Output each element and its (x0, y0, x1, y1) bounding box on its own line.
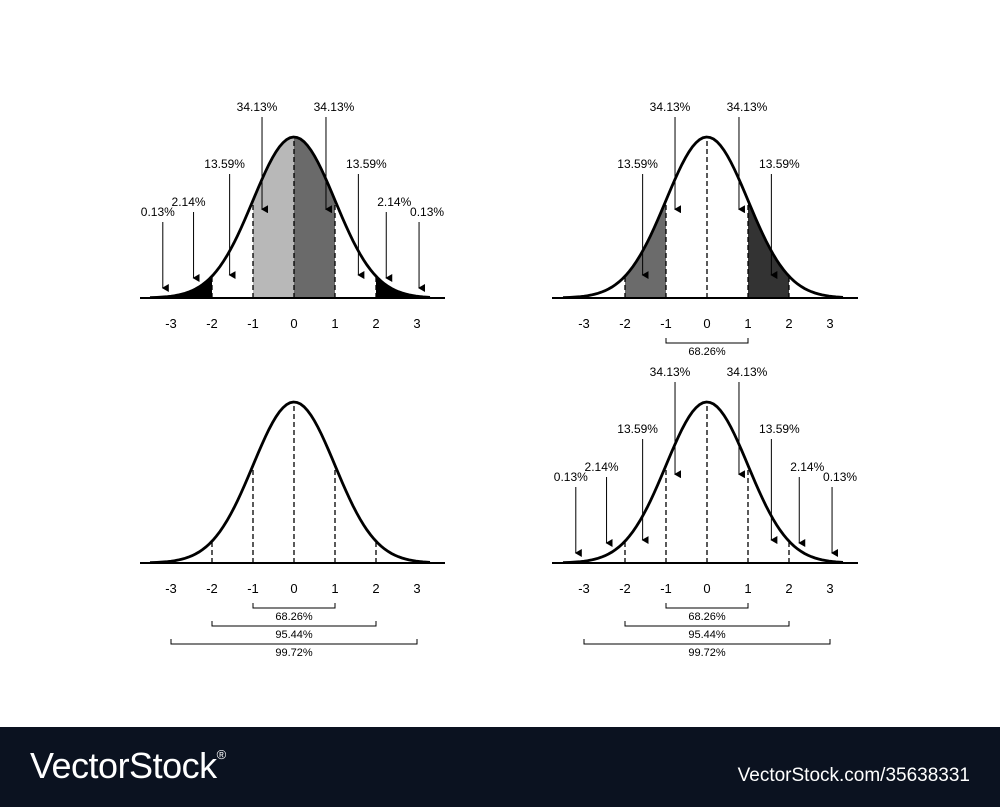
percent-label: 0.13% (554, 470, 588, 484)
tick-label: 0 (290, 316, 297, 331)
tick-label: 2 (372, 316, 379, 331)
percent-label: 13.59% (617, 422, 658, 436)
panel-top-left: -3 -2 -1 0 1 2 30.13%2.14%13.59%34.13% 34.13%13… (140, 100, 445, 331)
percent-label: 13.59% (617, 157, 658, 171)
tick-label: 3 (826, 581, 833, 596)
percent-label: 34.13% (314, 100, 355, 114)
image-reference[interactable]: VectorStock.com/35638331 (737, 765, 970, 786)
tick-label: -1 (660, 316, 672, 331)
footer-bar: VectorStock® VectorStock.com/35638331 (0, 727, 1000, 807)
percent-label: 34.13% (237, 100, 278, 114)
tick-label: -2 (206, 316, 218, 331)
shaded-region (253, 137, 294, 298)
percent-label: 34.13% (650, 365, 691, 379)
tick-label: -3 (578, 581, 590, 596)
percent-label: 13.59% (204, 157, 245, 171)
range-label: 95.44% (688, 629, 726, 641)
tick-label: 3 (413, 316, 420, 331)
tick-label: -1 (247, 581, 259, 596)
percent-label: 2.14% (172, 195, 206, 209)
bell-curve (149, 135, 431, 300)
percent-label: 13.59% (759, 157, 800, 171)
distribution-diagrams: -3 -2 -1 0 1 2 30.13%2.14%13.59%34.13% 34.13%13… (140, 100, 858, 659)
range-label: 68.26% (688, 611, 726, 623)
shaded-region (294, 137, 335, 298)
tick-label: 2 (785, 581, 792, 596)
tick-label: 0 (290, 581, 297, 596)
bell-curve (149, 400, 431, 565)
percent-label: 0.13% (410, 205, 444, 219)
tick-label: -3 (165, 316, 177, 331)
tick-label: 0 (703, 316, 710, 331)
range-bracket (665, 338, 749, 344)
range-label: 99.72% (688, 647, 726, 659)
tick-label: -2 (619, 316, 631, 331)
percent-label: 2.14% (585, 460, 619, 474)
tick-label: -2 (619, 581, 631, 596)
percent-label: 34.13% (650, 100, 691, 114)
panel-top-right: -3 -2 -1 0 1 2 3 13.59% 34.13% 34.13% 13.59% 68.26% (552, 100, 858, 358)
percent-label: 2.14% (790, 460, 824, 474)
tick-label: -3 (578, 316, 590, 331)
range-bracket (665, 603, 749, 609)
tick-label: 3 (826, 316, 833, 331)
panel-bottom-left: -3 -2 -1 0 1 2 3 68.26% 95.44% 99.72% (140, 400, 445, 659)
percent-label: 0.13% (141, 205, 175, 219)
percent-label: 34.13% (727, 100, 768, 114)
percent-label: 13.59% (759, 422, 800, 436)
range-bracket (624, 621, 790, 627)
tick-label: 1 (744, 581, 751, 596)
percent-label: 13.59% (346, 157, 387, 171)
percent-label: 0.13% (823, 470, 857, 484)
range-label: 68.26% (688, 346, 726, 358)
range-label: 68.26% (275, 611, 313, 623)
range-bracket (170, 639, 418, 645)
tick-label: 3 (413, 581, 420, 596)
bell-curve (562, 400, 844, 565)
tick-label: 0 (703, 581, 710, 596)
tick-label: -1 (660, 581, 672, 596)
range-label: 99.72% (275, 647, 313, 659)
tick-label: -1 (247, 316, 259, 331)
bell-curve (562, 135, 844, 300)
range-bracket (583, 639, 831, 645)
tick-label: 2 (372, 581, 379, 596)
tick-label: 1 (744, 316, 751, 331)
brand-name: VectorStock (30, 745, 217, 786)
percent-label: 2.14% (377, 195, 411, 209)
tick-label: 1 (331, 316, 338, 331)
registered-mark: ® (216, 747, 227, 762)
vectorstock-logo[interactable]: VectorStock® (30, 745, 226, 787)
shaded-region (376, 276, 430, 298)
tick-label: 1 (331, 581, 338, 596)
shaded-region (154, 276, 212, 298)
tick-label: -2 (206, 581, 218, 596)
range-bracket (252, 603, 336, 609)
panel-bottom-right: -3 -2 -1 0 1 2 30.13%2.14%13.59%34.13% 34.13%13… (552, 365, 858, 659)
percent-label: 34.13% (727, 365, 768, 379)
tick-label: -3 (165, 581, 177, 596)
range-bracket (211, 621, 377, 627)
range-label: 95.44% (275, 629, 313, 641)
tick-label: 2 (785, 316, 792, 331)
